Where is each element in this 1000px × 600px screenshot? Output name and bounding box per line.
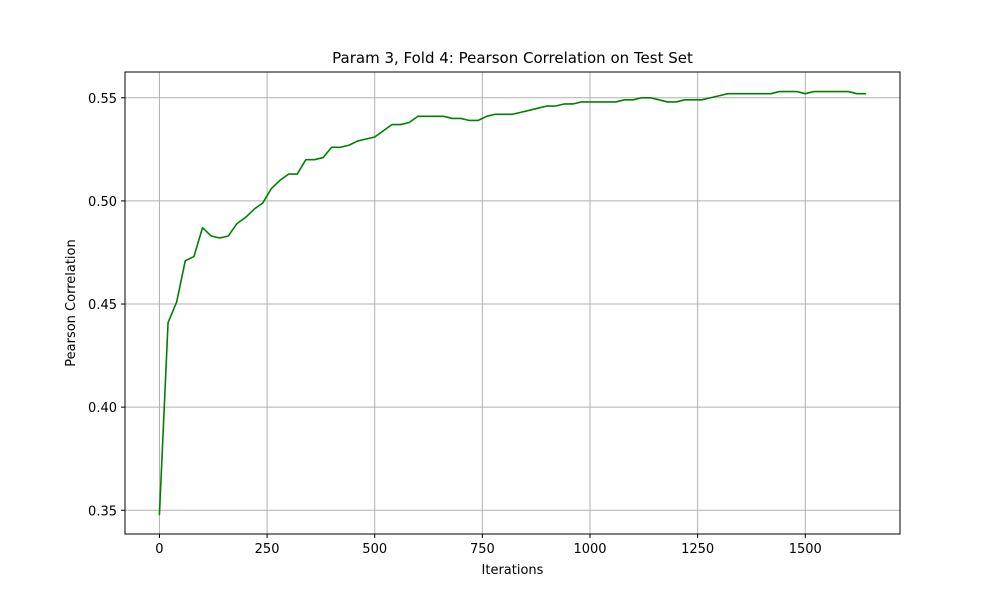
series-layer bbox=[158, 90, 867, 516]
y-tick-label: 0.40 bbox=[88, 401, 117, 416]
x-tick-label: 750 bbox=[470, 542, 495, 557]
x-tick-label: 1000 bbox=[573, 542, 606, 557]
x-tick-label: 1500 bbox=[789, 542, 822, 557]
axis-ticks: 0 250 500 750 1000 1250 1500 0.35 0.40 0.45 0.50 0.… bbox=[88, 92, 822, 557]
y-tick-label: 0.45 bbox=[88, 298, 117, 313]
series-line-0 bbox=[158, 90, 867, 516]
y-axis-label: Pearson Correlation bbox=[64, 239, 79, 366]
x-tick-label: 500 bbox=[362, 542, 387, 557]
y-tick-label: 0.35 bbox=[88, 504, 117, 519]
x-tick-label: 1250 bbox=[681, 542, 714, 557]
y-tick-label: 0.50 bbox=[88, 195, 117, 210]
x-axis-label: Iterations bbox=[482, 563, 544, 578]
x-tick-label: 0 bbox=[155, 542, 163, 557]
plot-frame bbox=[124, 71, 901, 535]
x-tick-label: 250 bbox=[255, 542, 280, 557]
y-tick-label: 0.55 bbox=[88, 92, 117, 107]
grid bbox=[125, 72, 900, 534]
chart-title: Param 3, Fold 4: Pearson Correlation on … bbox=[332, 49, 693, 67]
